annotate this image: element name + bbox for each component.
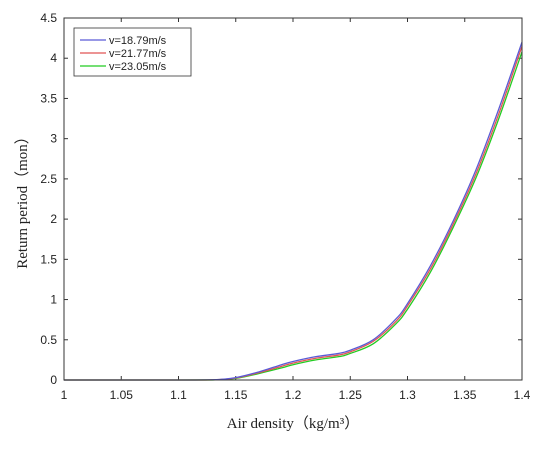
y-tick-label: 4.5 xyxy=(40,11,57,25)
plot-area xyxy=(64,18,522,380)
x-tick-label: 1.1 xyxy=(170,388,187,402)
y-tick-label: 3 xyxy=(50,132,57,146)
y-tick-label: 3.5 xyxy=(40,91,57,105)
x-tick-label: 1.2 xyxy=(285,388,302,402)
x-tick-label: 1.05 xyxy=(110,388,134,402)
legend-label-3: v=23.05m/s xyxy=(109,61,167,73)
x-tick-label: 1.15 xyxy=(224,388,248,402)
legend-label-1: v=18.79m/s xyxy=(109,35,167,47)
x-axis-label: Air density（kg/m³） xyxy=(227,415,359,432)
y-tick-label: 4 xyxy=(50,51,57,65)
y-tick-label: 0 xyxy=(50,373,57,387)
y-axis-label: Return period（mon） xyxy=(14,129,31,269)
y-tick-label: 2.5 xyxy=(40,172,57,186)
x-tick-label: 1.3 xyxy=(399,388,416,402)
x-axis: 1 1.05 1.1 1.15 1.2 1.25 1.3 1.35 1.4 xyxy=(61,18,531,402)
y-tick-label: 1 xyxy=(50,293,57,307)
x-tick-label: 1.35 xyxy=(453,388,477,402)
legend-box xyxy=(73,27,192,77)
x-tick-label: 1.25 xyxy=(339,388,363,402)
legend-label-2: v=21.77m/s xyxy=(109,48,167,60)
plot-frame xyxy=(63,17,523,381)
y-tick-label: 2 xyxy=(50,212,57,226)
x-tick-label: 1.4 xyxy=(514,388,531,402)
y-axis: 0 0.5 1 1.5 2 2.5 3 3.5 4 4.5 xyxy=(40,11,522,387)
y-tick-label: 0.5 xyxy=(40,333,57,347)
x-tick-label: 1 xyxy=(61,388,68,402)
legend: v=18.79m/sv=21.77m/sv=23.05m/s xyxy=(73,27,192,77)
y-tick-label: 1.5 xyxy=(40,252,57,266)
